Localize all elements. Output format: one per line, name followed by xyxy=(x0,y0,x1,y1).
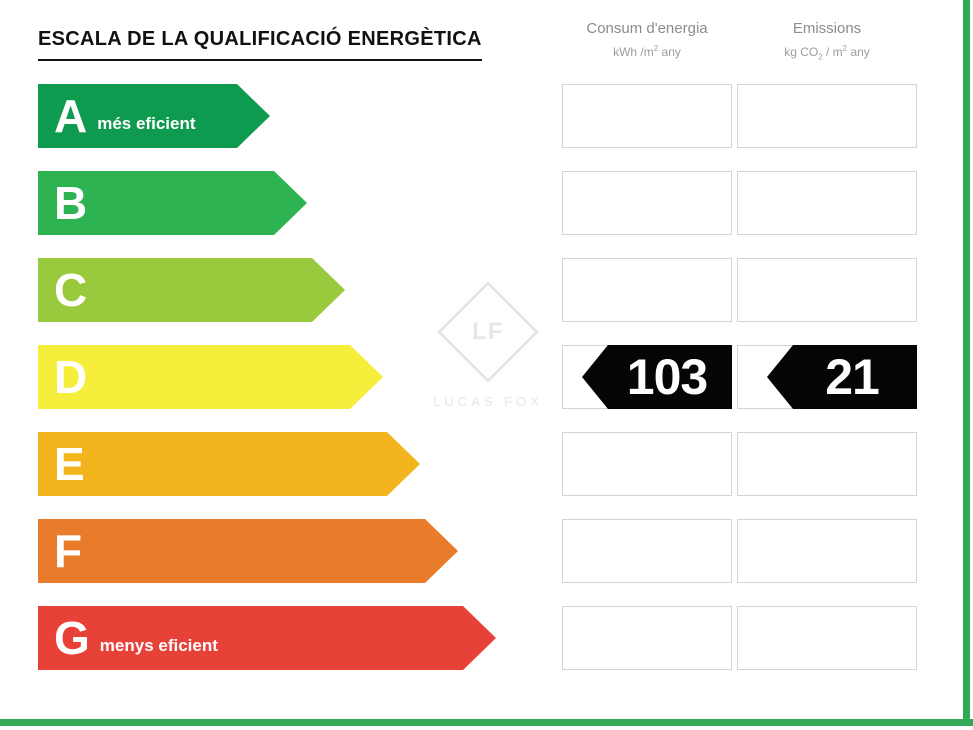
consum-result-arrow: 103 xyxy=(582,345,732,409)
rating-row-c: C xyxy=(0,258,973,322)
consum-header-unit: kWh /m2 any xyxy=(613,44,681,59)
consum-cell xyxy=(562,171,732,235)
emissions-result-value: 21 xyxy=(825,349,880,405)
column-header-emissions: Emissions kg CO2 / m2 any xyxy=(737,20,917,61)
rating-letter: F xyxy=(54,525,83,577)
consum-cell xyxy=(562,432,732,496)
rating-row-a: A més eficient xyxy=(0,84,973,148)
page-title: ESCALA DE LA QUALIFICACIÓ ENERGÈTICA xyxy=(38,28,482,61)
rating-letter: B xyxy=(54,177,88,229)
emissions-cell xyxy=(737,606,917,670)
consum-cell xyxy=(562,519,732,583)
rating-arrow-g: G menys eficient xyxy=(38,606,496,670)
rating-letter: A xyxy=(54,90,88,142)
rating-arrow-f: F xyxy=(38,519,458,583)
emissions-cell xyxy=(737,432,917,496)
frame-bottom-stripe xyxy=(0,719,973,726)
rating-arrow-e: E xyxy=(38,432,420,496)
consum-cell: 103 xyxy=(562,345,732,409)
emissions-header-title: Emissions xyxy=(792,20,862,37)
rating-arrow-d: D xyxy=(38,345,383,409)
rating-row-b: B xyxy=(0,171,973,235)
consum-header-title: Consum d'energia xyxy=(586,20,708,37)
emissions-cell xyxy=(737,84,917,148)
rating-letter: D xyxy=(54,351,88,403)
emissions-result-arrow: 21 xyxy=(767,345,917,409)
rating-note: menys eficient xyxy=(99,636,218,655)
rating-note: més eficient xyxy=(97,114,196,133)
emissions-cell xyxy=(737,171,917,235)
rating-letter: G xyxy=(54,612,90,664)
rating-letter: E xyxy=(54,438,85,490)
emissions-cell xyxy=(737,519,917,583)
emissions-cell xyxy=(737,258,917,322)
rating-letter: C xyxy=(54,264,88,316)
frame-right-stripe xyxy=(963,0,970,723)
column-header-consum: Consum d'energia kWh /m2 any xyxy=(562,20,732,59)
rating-arrow-a: A més eficient xyxy=(38,84,270,148)
consum-cell xyxy=(562,258,732,322)
rating-arrow-b: B xyxy=(38,171,307,235)
rating-row-g: G menys eficient xyxy=(0,606,973,670)
rating-row-e: E xyxy=(0,432,973,496)
rating-rows: A més eficient B C D xyxy=(0,84,973,693)
consum-cell xyxy=(562,84,732,148)
emissions-cell: 21 xyxy=(737,345,917,409)
emissions-header-unit: kg CO2 / m2 any xyxy=(784,44,870,62)
consum-cell xyxy=(562,606,732,670)
rating-row-d: D 103 21 xyxy=(0,345,973,409)
rating-arrow-c: C xyxy=(38,258,345,322)
rating-row-f: F xyxy=(0,519,973,583)
consum-result-value: 103 xyxy=(626,349,708,405)
